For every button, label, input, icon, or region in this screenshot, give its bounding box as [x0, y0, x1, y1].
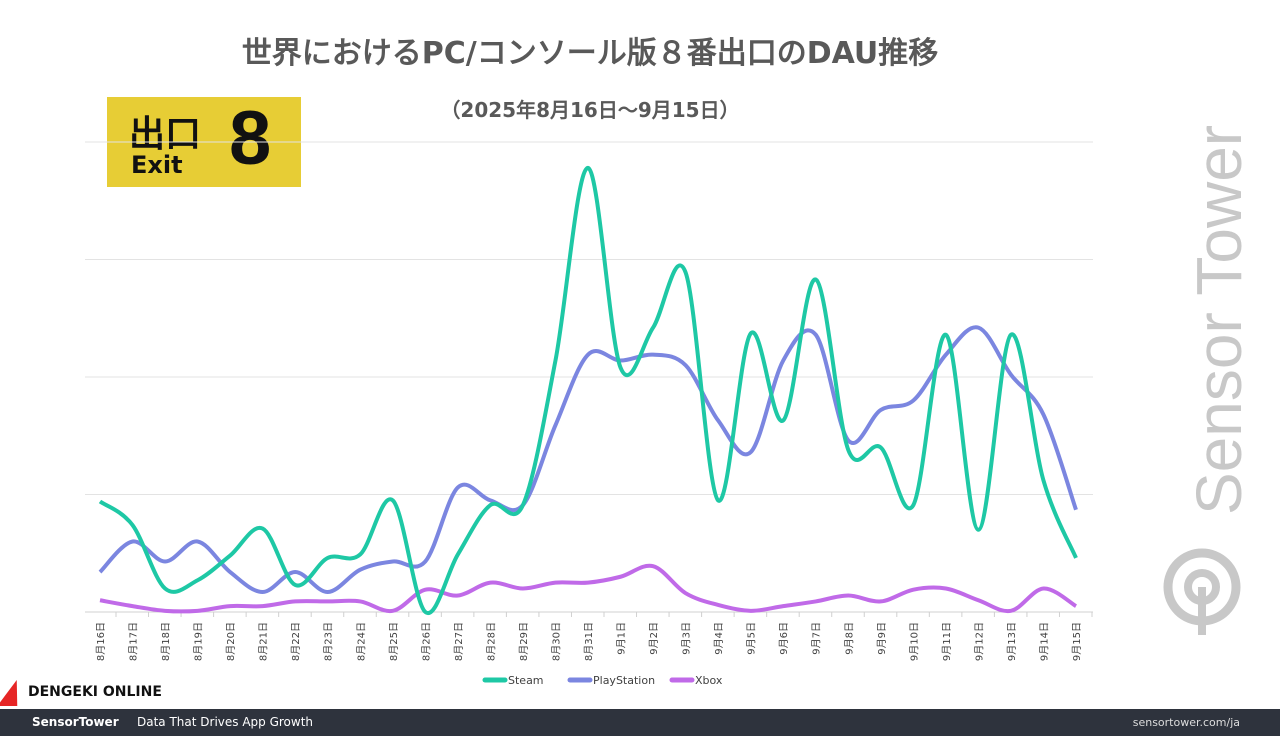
x-tick-label: 8月22日 — [290, 622, 302, 661]
dengeki-name: DENGEKI ONLINE — [28, 684, 162, 700]
chart-subtitle: （2025年8月16日～9月15日） — [440, 98, 740, 122]
x-tick-label: 8月19日 — [193, 622, 205, 661]
x-tick-label: 9月6日 — [778, 622, 790, 655]
x-tick-label: 8月26日 — [420, 622, 432, 661]
x-tick-label: 9月8日 — [843, 622, 855, 655]
chart-title: 世界におけるPC/コンソール版８番出口のDAU推移 — [241, 36, 939, 71]
line-chart: 8月16日 8月17日 8月18日 8月19日 8月20日 8月21日 8月22日 8月23日… — [85, 141, 1093, 687]
x-tick-label: 8月25日 — [388, 622, 400, 661]
footer-brand: SensorTower — [32, 715, 119, 729]
x-tick-label: 9月7日 — [811, 622, 823, 655]
series-line-playstation — [98, 325, 1078, 595]
x-tick-label: 9月14日 — [1038, 622, 1050, 661]
x-tick-label: 9月15日 — [1071, 622, 1083, 661]
x-tick-label: 9月4日 — [713, 622, 725, 655]
x-tick-label: 9月1日 — [616, 622, 628, 655]
legend-label: Xbox — [695, 674, 723, 687]
logo-jp: 出口 — [129, 114, 202, 155]
footer-url[interactable]: sensortower.com/ja — [1132, 716, 1240, 729]
footer-bar: SensorTower Data That Drives App Growth … — [0, 709, 1280, 736]
x-tick-label: 8月30日 — [550, 622, 562, 661]
x-tick-label: 8月17日 — [128, 622, 140, 661]
x-tick-label: 9月10日 — [908, 622, 920, 661]
x-tick-label: 9月9日 — [876, 622, 888, 655]
x-tick-label: 9月3日 — [681, 622, 693, 655]
bolt-icon — [0, 680, 27, 706]
x-tick-label: 9月2日 — [648, 622, 660, 655]
x-tick-label: 9月13日 — [1006, 622, 1018, 661]
footer-tagline: Data That Drives App Growth — [137, 715, 314, 729]
series-line-steam — [98, 165, 1078, 616]
x-tick-label: 8月27日 — [453, 622, 465, 661]
x-tick-label: 8月29日 — [518, 622, 530, 661]
x-tick-label: 8月16日 — [95, 622, 107, 661]
x-tick-label: 9月12日 — [973, 622, 985, 661]
x-tick-label: 8月23日 — [323, 622, 335, 661]
sensor-tower-icon — [1163, 548, 1241, 635]
x-tick-label: 8月28日 — [485, 622, 497, 661]
logo-en: Exit — [131, 151, 183, 179]
series-line-xbox — [99, 563, 1078, 614]
x-tick-label: 8月21日 — [258, 622, 270, 661]
x-tick-label: 9月5日 — [746, 622, 758, 655]
legend-label: Steam — [508, 674, 544, 687]
legend-label: PlayStation — [593, 674, 655, 687]
dengeki-online-logo: DENGEKI ONLINE — [0, 680, 162, 708]
x-tick-label: 8月31日 — [583, 622, 595, 661]
x-tick-label: 9月11日 — [941, 622, 953, 661]
x-tick-label: 8月20日 — [225, 622, 237, 661]
logo-number: 8 — [229, 96, 272, 181]
x-tick-label: 8月18日 — [160, 622, 172, 661]
x-tick-label: 8月24日 — [355, 622, 367, 661]
